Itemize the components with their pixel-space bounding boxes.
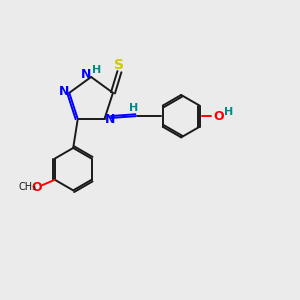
Text: N: N xyxy=(59,85,69,98)
Text: H: H xyxy=(92,65,101,76)
Text: O: O xyxy=(32,181,43,194)
Text: H: H xyxy=(224,107,233,117)
Text: O: O xyxy=(213,110,224,123)
Text: H: H xyxy=(129,103,139,113)
Text: S: S xyxy=(114,58,124,72)
Text: CH₃: CH₃ xyxy=(18,182,36,192)
Text: N: N xyxy=(105,113,115,127)
Text: N: N xyxy=(81,68,91,81)
